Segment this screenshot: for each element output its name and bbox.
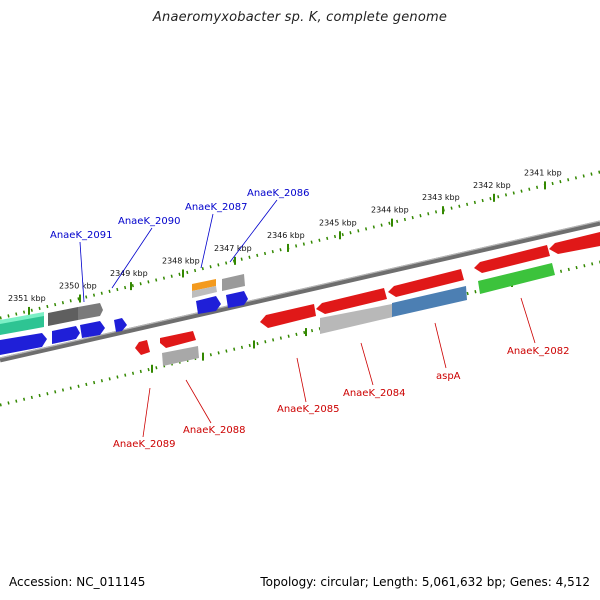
kbp-labels: 2351 kbp 2350 kbp 2349 kbp 2348 kbp 2347 kbp…	[8, 168, 562, 303]
gene-label: AnaeK_2087	[185, 202, 247, 213]
gene-arrow	[192, 286, 217, 298]
gene-label: AnaeK_2089	[113, 439, 175, 450]
gene-arrow	[114, 318, 127, 332]
genome-summary-text: Topology: circular; Length: 5,061,632 bp…	[260, 575, 590, 589]
gene-arrow	[48, 307, 78, 326]
gene-label: AnaeK_2086	[247, 188, 309, 199]
kbp-label: 2351 kbp	[8, 294, 46, 303]
top-gene-labels: AnaeK_2091 AnaeK_2090 AnaeK_2087 AnaeK_2…	[50, 188, 309, 241]
gene-label: AnaeK_2091	[50, 230, 112, 241]
gene-arrow	[135, 340, 150, 355]
kbp-label: 2349 kbp	[110, 269, 148, 278]
kbp-label: 2347 kbp	[214, 244, 252, 253]
kbp-label: 2342 kbp	[473, 181, 511, 190]
gene-arrow	[192, 279, 216, 291]
kbp-label: 2344 kbp	[371, 206, 409, 215]
page-title: Anaeromyxobacter sp. K, complete genome	[152, 10, 448, 25]
gene-label: AnaeK_2082	[507, 346, 569, 357]
kbp-label: 2348 kbp	[162, 256, 200, 265]
gene-arrow	[0, 314, 44, 335]
gene-arrow	[226, 291, 248, 308]
gene-arrow	[388, 269, 464, 297]
bottom-leader-lines	[142, 297, 536, 438]
gene-label: aspA	[436, 371, 461, 382]
kbp-label: 2346 kbp	[267, 231, 305, 240]
kbp-label: 2345 kbp	[319, 218, 357, 227]
accession-text: Accession: NC_011145	[9, 575, 146, 589]
gene-arrow	[392, 286, 467, 317]
bottom-gene-labels: AnaeK_2089 AnaeK_2088 AnaeK_2085 AnaeK_2…	[113, 346, 569, 450]
gene-arrow	[78, 303, 103, 320]
kbp-label: 2343 kbp	[422, 193, 460, 202]
gene-arrow	[196, 296, 221, 314]
gene-arrow	[320, 304, 393, 334]
genome-backbone	[0, 220, 600, 363]
major-ticks	[28, 181, 546, 373]
gene-arrow	[80, 321, 105, 338]
gene-features-top	[0, 274, 248, 355]
top-leader-lines	[79, 199, 278, 303]
gene-arrow	[260, 304, 316, 328]
kbp-label: 2350 kbp	[59, 282, 97, 291]
gene-label: AnaeK_2088	[183, 425, 245, 436]
gene-arrow	[0, 312, 44, 324]
gene-arrow	[160, 331, 196, 348]
gene-arrow	[474, 245, 550, 273]
gene-arrow	[316, 288, 387, 314]
gene-arrow	[222, 274, 245, 291]
gene-arrow	[0, 333, 47, 355]
gene-label: AnaeK_2090	[118, 216, 180, 227]
kbp-label: 2341 kbp	[524, 168, 562, 177]
gene-arrow	[162, 346, 199, 366]
gene-label: AnaeK_2085	[277, 404, 339, 415]
gene-arrow	[549, 232, 600, 254]
gene-arrow	[478, 263, 555, 294]
gene-arrow	[52, 326, 80, 344]
gene-features-bottom	[135, 232, 600, 366]
gene-label: AnaeK_2084	[343, 388, 405, 399]
